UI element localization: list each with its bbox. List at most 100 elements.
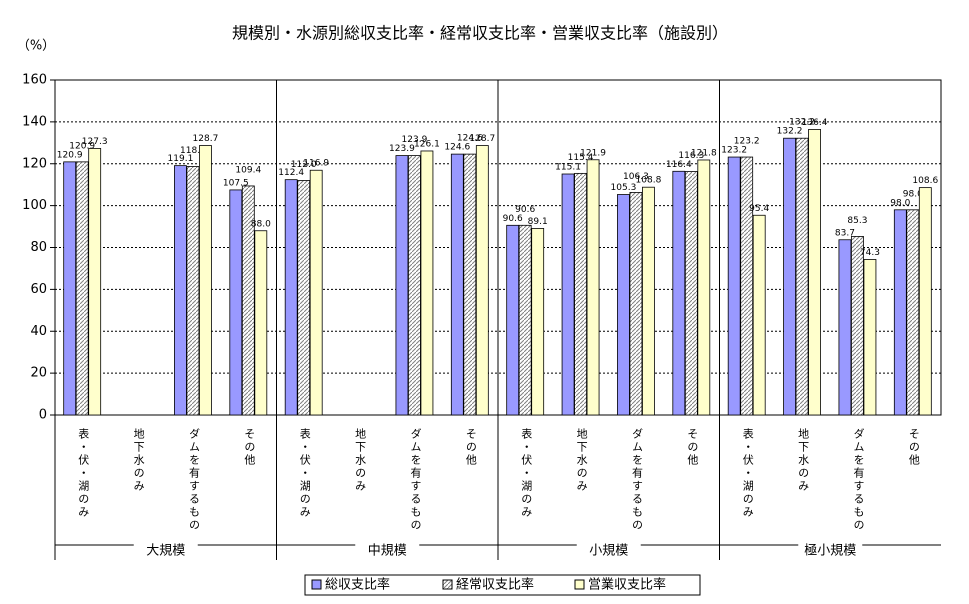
bar	[629, 192, 643, 416]
legend-swatch	[442, 579, 453, 590]
data-label: 108.8	[636, 176, 662, 186]
data-label: 74.3	[860, 248, 880, 258]
data-label: 132.2	[789, 118, 815, 128]
x-tick-label: ダムを有するもの	[630, 428, 643, 532]
data-label: 105.3	[611, 183, 637, 193]
chart-title: 規模別・水源別総収支比率・経常収支比率・営業収支比率（施設別）	[232, 24, 728, 43]
data-label: 98.0	[903, 189, 923, 199]
bar	[408, 155, 421, 416]
bar	[75, 161, 89, 416]
data-label: 121.8	[691, 148, 717, 158]
bar	[450, 153, 464, 416]
data-label: 123.9	[402, 135, 428, 145]
data-label: 136.4	[802, 118, 828, 128]
group-label-bg	[133, 541, 198, 551]
data-label: 119.1	[168, 154, 194, 164]
bar	[783, 137, 796, 416]
data-label: 112.4	[278, 168, 304, 178]
y-tick-label: 120	[22, 156, 47, 171]
data-label: 89.1	[528, 217, 548, 227]
x-tick-label: ダムを有するもの	[187, 428, 200, 532]
bar	[617, 194, 630, 416]
x-tick-label: ダムを有するもの	[409, 428, 422, 532]
bar	[740, 156, 754, 416]
bar	[463, 153, 477, 416]
group-label: 大規模	[146, 544, 185, 559]
data-label: 120.9	[69, 141, 95, 151]
bar	[752, 214, 766, 416]
bar	[241, 185, 255, 416]
group-label-bg	[576, 541, 641, 551]
data-label: 126.1	[414, 139, 440, 149]
bar	[795, 137, 809, 416]
bar	[863, 259, 877, 416]
y-tick-label: 0	[39, 408, 47, 423]
data-label: 98.0	[890, 198, 910, 208]
legend-swatch	[311, 579, 322, 590]
bar	[475, 145, 489, 416]
bar	[284, 179, 298, 416]
x-tick-label: 地下水のみ	[354, 428, 367, 493]
y-tick-label: 40	[30, 324, 47, 339]
data-label: 128.7	[193, 134, 219, 144]
data-label: 118.7	[180, 146, 206, 156]
legend-label: 営業収支比率	[588, 577, 666, 593]
legend-label: 総収支比率	[325, 577, 390, 593]
data-label: 120.9	[57, 150, 83, 160]
data-label: 121.9	[580, 148, 606, 158]
data-label: 132.2	[777, 127, 803, 137]
data-label: 116.4	[666, 160, 692, 170]
bar	[254, 230, 268, 416]
y-tick-label: 100	[22, 198, 47, 213]
bar	[642, 186, 655, 416]
bar	[574, 172, 587, 416]
bar	[851, 236, 864, 416]
bar	[174, 165, 187, 416]
y-tick-label: 20	[30, 366, 47, 381]
data-label: 128.7	[469, 134, 495, 144]
x-tick-label: 表・伏・湖のみ	[77, 427, 90, 519]
x-tick-label: その他	[686, 428, 699, 467]
data-label: 90.6	[503, 214, 523, 224]
group-label-bg	[798, 541, 863, 551]
x-tick-label: ダムを有するもの	[852, 428, 865, 532]
data-label: 123.9	[389, 144, 415, 154]
data-label: 115.4	[568, 153, 594, 163]
bar	[395, 155, 409, 416]
data-label: 83.7	[835, 228, 855, 238]
data-label: 123.2	[734, 137, 760, 147]
data-label: 115.1	[555, 163, 581, 173]
x-tick-label: その他	[464, 428, 477, 467]
y-tick-label: 60	[30, 282, 47, 297]
data-label: 107.5	[223, 178, 249, 188]
bar	[893, 209, 907, 416]
x-tick-label: 地下水のみ	[132, 428, 145, 493]
y-tick-label: 140	[22, 114, 47, 129]
bar	[684, 171, 698, 416]
bar	[561, 173, 575, 416]
x-tick-label: その他	[907, 428, 920, 467]
bar	[309, 169, 323, 416]
bar	[506, 224, 520, 416]
bar	[586, 159, 600, 416]
data-label: 88.0	[251, 219, 271, 229]
group-label: 小規模	[589, 544, 628, 559]
bar	[531, 228, 545, 416]
bar	[420, 150, 434, 416]
data-label: 124.6	[444, 143, 470, 153]
bar	[808, 129, 821, 416]
x-tick-label: 表・伏・湖のみ	[298, 427, 311, 519]
bar	[672, 170, 686, 416]
bar	[63, 161, 77, 416]
data-label: 112.0	[291, 160, 317, 170]
data-label: 116.9	[303, 159, 329, 169]
data-label: 123.2	[721, 146, 747, 156]
bar	[838, 239, 852, 416]
bar	[88, 148, 102, 416]
bar	[518, 224, 532, 416]
bar	[229, 189, 243, 416]
bar	[186, 166, 200, 416]
bar	[727, 156, 741, 416]
x-tick-label: 表・伏・湖のみ	[520, 427, 533, 519]
